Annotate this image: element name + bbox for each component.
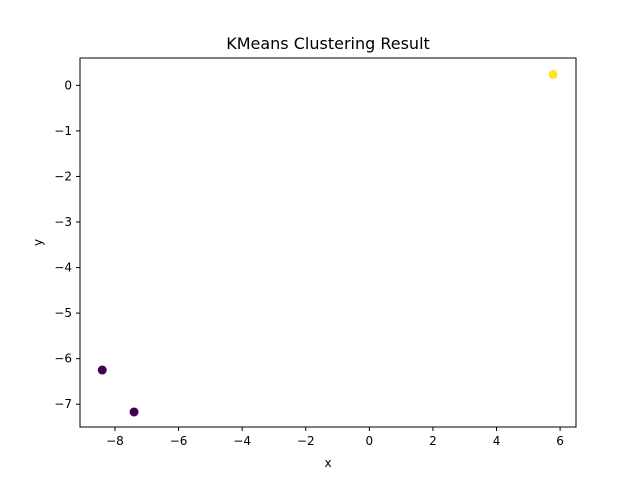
plot-frame	[79, 57, 577, 428]
x-tick-label-7: 6	[556, 434, 564, 448]
x-tick-label-6: 4	[493, 434, 501, 448]
x-axis-ticks: −8 −6 −4 −2 0 2 4 6	[106, 427, 564, 448]
y-tick-label-0: 0	[64, 78, 72, 92]
x-tick-label-0: −8	[106, 434, 124, 448]
x-tick-label-4: 0	[366, 434, 374, 448]
data-points	[97, 69, 558, 417]
data-point-2	[129, 407, 139, 417]
y-tick-label-2: −2	[54, 169, 72, 183]
data-point-1	[97, 365, 107, 375]
plot-area	[80, 58, 576, 427]
data-point-0	[548, 69, 558, 79]
x-tick-label-5: 2	[429, 434, 437, 448]
y-tick-label-7: −7	[54, 397, 72, 411]
x-tick-label-2: −4	[233, 434, 251, 448]
y-tick-label-6: −6	[54, 352, 72, 366]
chart-title: KMeans Clustering Result	[226, 34, 430, 53]
x-axis-label: x	[324, 456, 331, 470]
x-tick-label-1: −6	[170, 434, 188, 448]
y-axis-ticks: 0 −1 −2 −3 −4 −5 −6 −7	[54, 78, 80, 411]
y-tick-label-5: −5	[54, 306, 72, 320]
y-axis-label: y	[31, 239, 45, 246]
y-tick-label-1: −1	[54, 124, 72, 138]
x-tick-label-3: −2	[297, 434, 315, 448]
y-tick-label-4: −4	[54, 261, 72, 275]
y-tick-label-3: −3	[54, 215, 72, 229]
